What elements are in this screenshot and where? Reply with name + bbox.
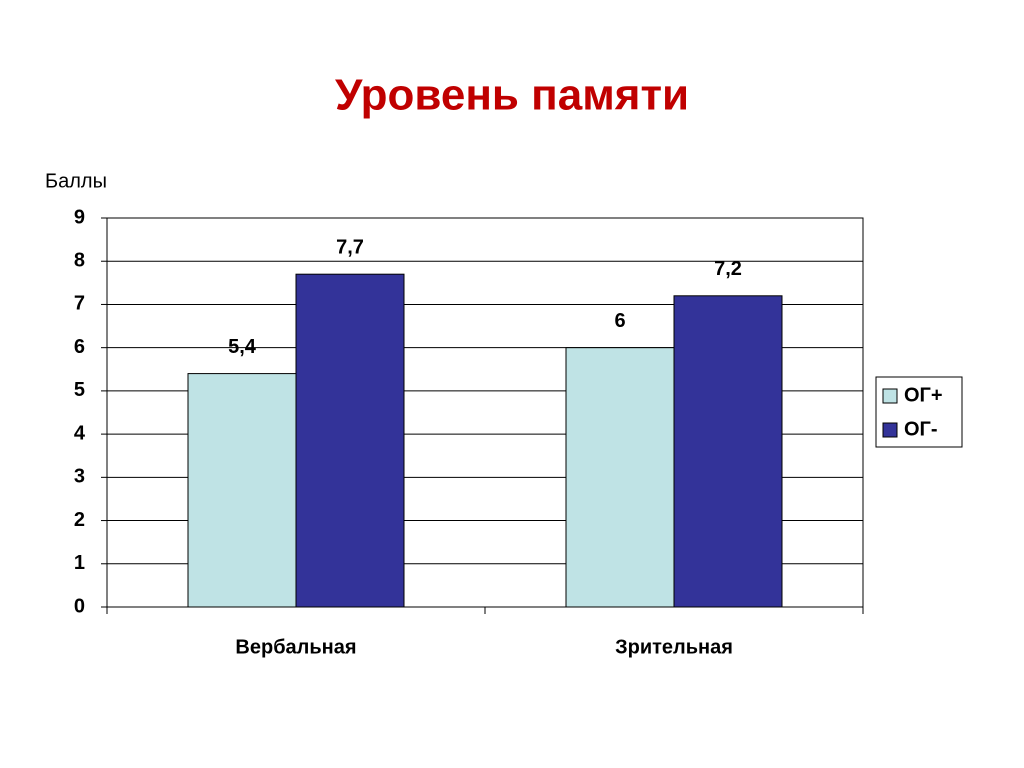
y-tick-label: 4 — [74, 422, 86, 444]
data-label: 5,4 — [228, 336, 257, 358]
x-tick-label: Вербальная — [235, 636, 356, 658]
y-tick-label: 0 — [74, 595, 85, 617]
legend-label: ОГ- — [904, 418, 938, 440]
legend-label: ОГ+ — [904, 384, 943, 406]
bar — [565, 347, 675, 608]
legend-swatch — [882, 388, 898, 404]
bar — [187, 373, 297, 608]
y-tick-label: 5 — [74, 379, 85, 401]
data-label: 7,7 — [336, 236, 364, 258]
y-tick-label: 2 — [74, 509, 85, 531]
x-tick-label: Зрительная — [615, 636, 733, 658]
chart-title: Уровень памяти — [335, 71, 689, 120]
bar — [673, 295, 783, 608]
y-tick-label: 9 — [74, 206, 85, 228]
y-axis-title: Баллы — [45, 170, 107, 192]
legend-swatch — [882, 422, 898, 438]
data-label: 6 — [614, 310, 625, 332]
y-tick-label: 7 — [74, 293, 85, 315]
bar — [295, 273, 405, 608]
y-tick-label: 1 — [74, 552, 85, 574]
y-tick-label: 6 — [74, 336, 85, 358]
y-tick-label: 3 — [74, 466, 85, 488]
y-tick-label: 8 — [74, 250, 85, 272]
data-label: 7,2 — [714, 258, 742, 280]
